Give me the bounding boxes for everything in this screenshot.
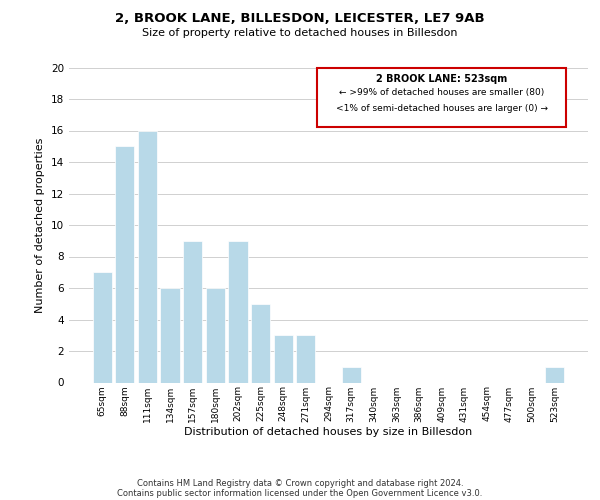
Bar	[545, 367, 565, 382]
Bar	[138, 130, 157, 382]
Text: Contains public sector information licensed under the Open Government Licence v3: Contains public sector information licen…	[118, 488, 482, 498]
Bar	[296, 335, 316, 382]
Bar	[183, 241, 202, 382]
Text: ← >99% of detached houses are smaller (80): ← >99% of detached houses are smaller (8…	[339, 88, 544, 97]
Bar	[274, 335, 293, 382]
Bar	[115, 146, 134, 382]
FancyBboxPatch shape	[317, 68, 566, 128]
Bar	[206, 288, 225, 382]
Text: 2 BROOK LANE: 523sqm: 2 BROOK LANE: 523sqm	[376, 74, 507, 84]
Y-axis label: Number of detached properties: Number of detached properties	[35, 138, 46, 312]
X-axis label: Distribution of detached houses by size in Billesdon: Distribution of detached houses by size …	[184, 427, 473, 437]
Text: <1% of semi-detached houses are larger (0) →: <1% of semi-detached houses are larger (…	[335, 104, 548, 113]
Bar	[92, 272, 112, 382]
Bar	[341, 367, 361, 382]
Bar	[160, 288, 180, 382]
Text: 2, BROOK LANE, BILLESDON, LEICESTER, LE7 9AB: 2, BROOK LANE, BILLESDON, LEICESTER, LE7…	[115, 12, 485, 26]
Bar	[229, 241, 248, 382]
Bar	[251, 304, 270, 382]
Text: Size of property relative to detached houses in Billesdon: Size of property relative to detached ho…	[142, 28, 458, 38]
Text: Contains HM Land Registry data © Crown copyright and database right 2024.: Contains HM Land Registry data © Crown c…	[137, 478, 463, 488]
